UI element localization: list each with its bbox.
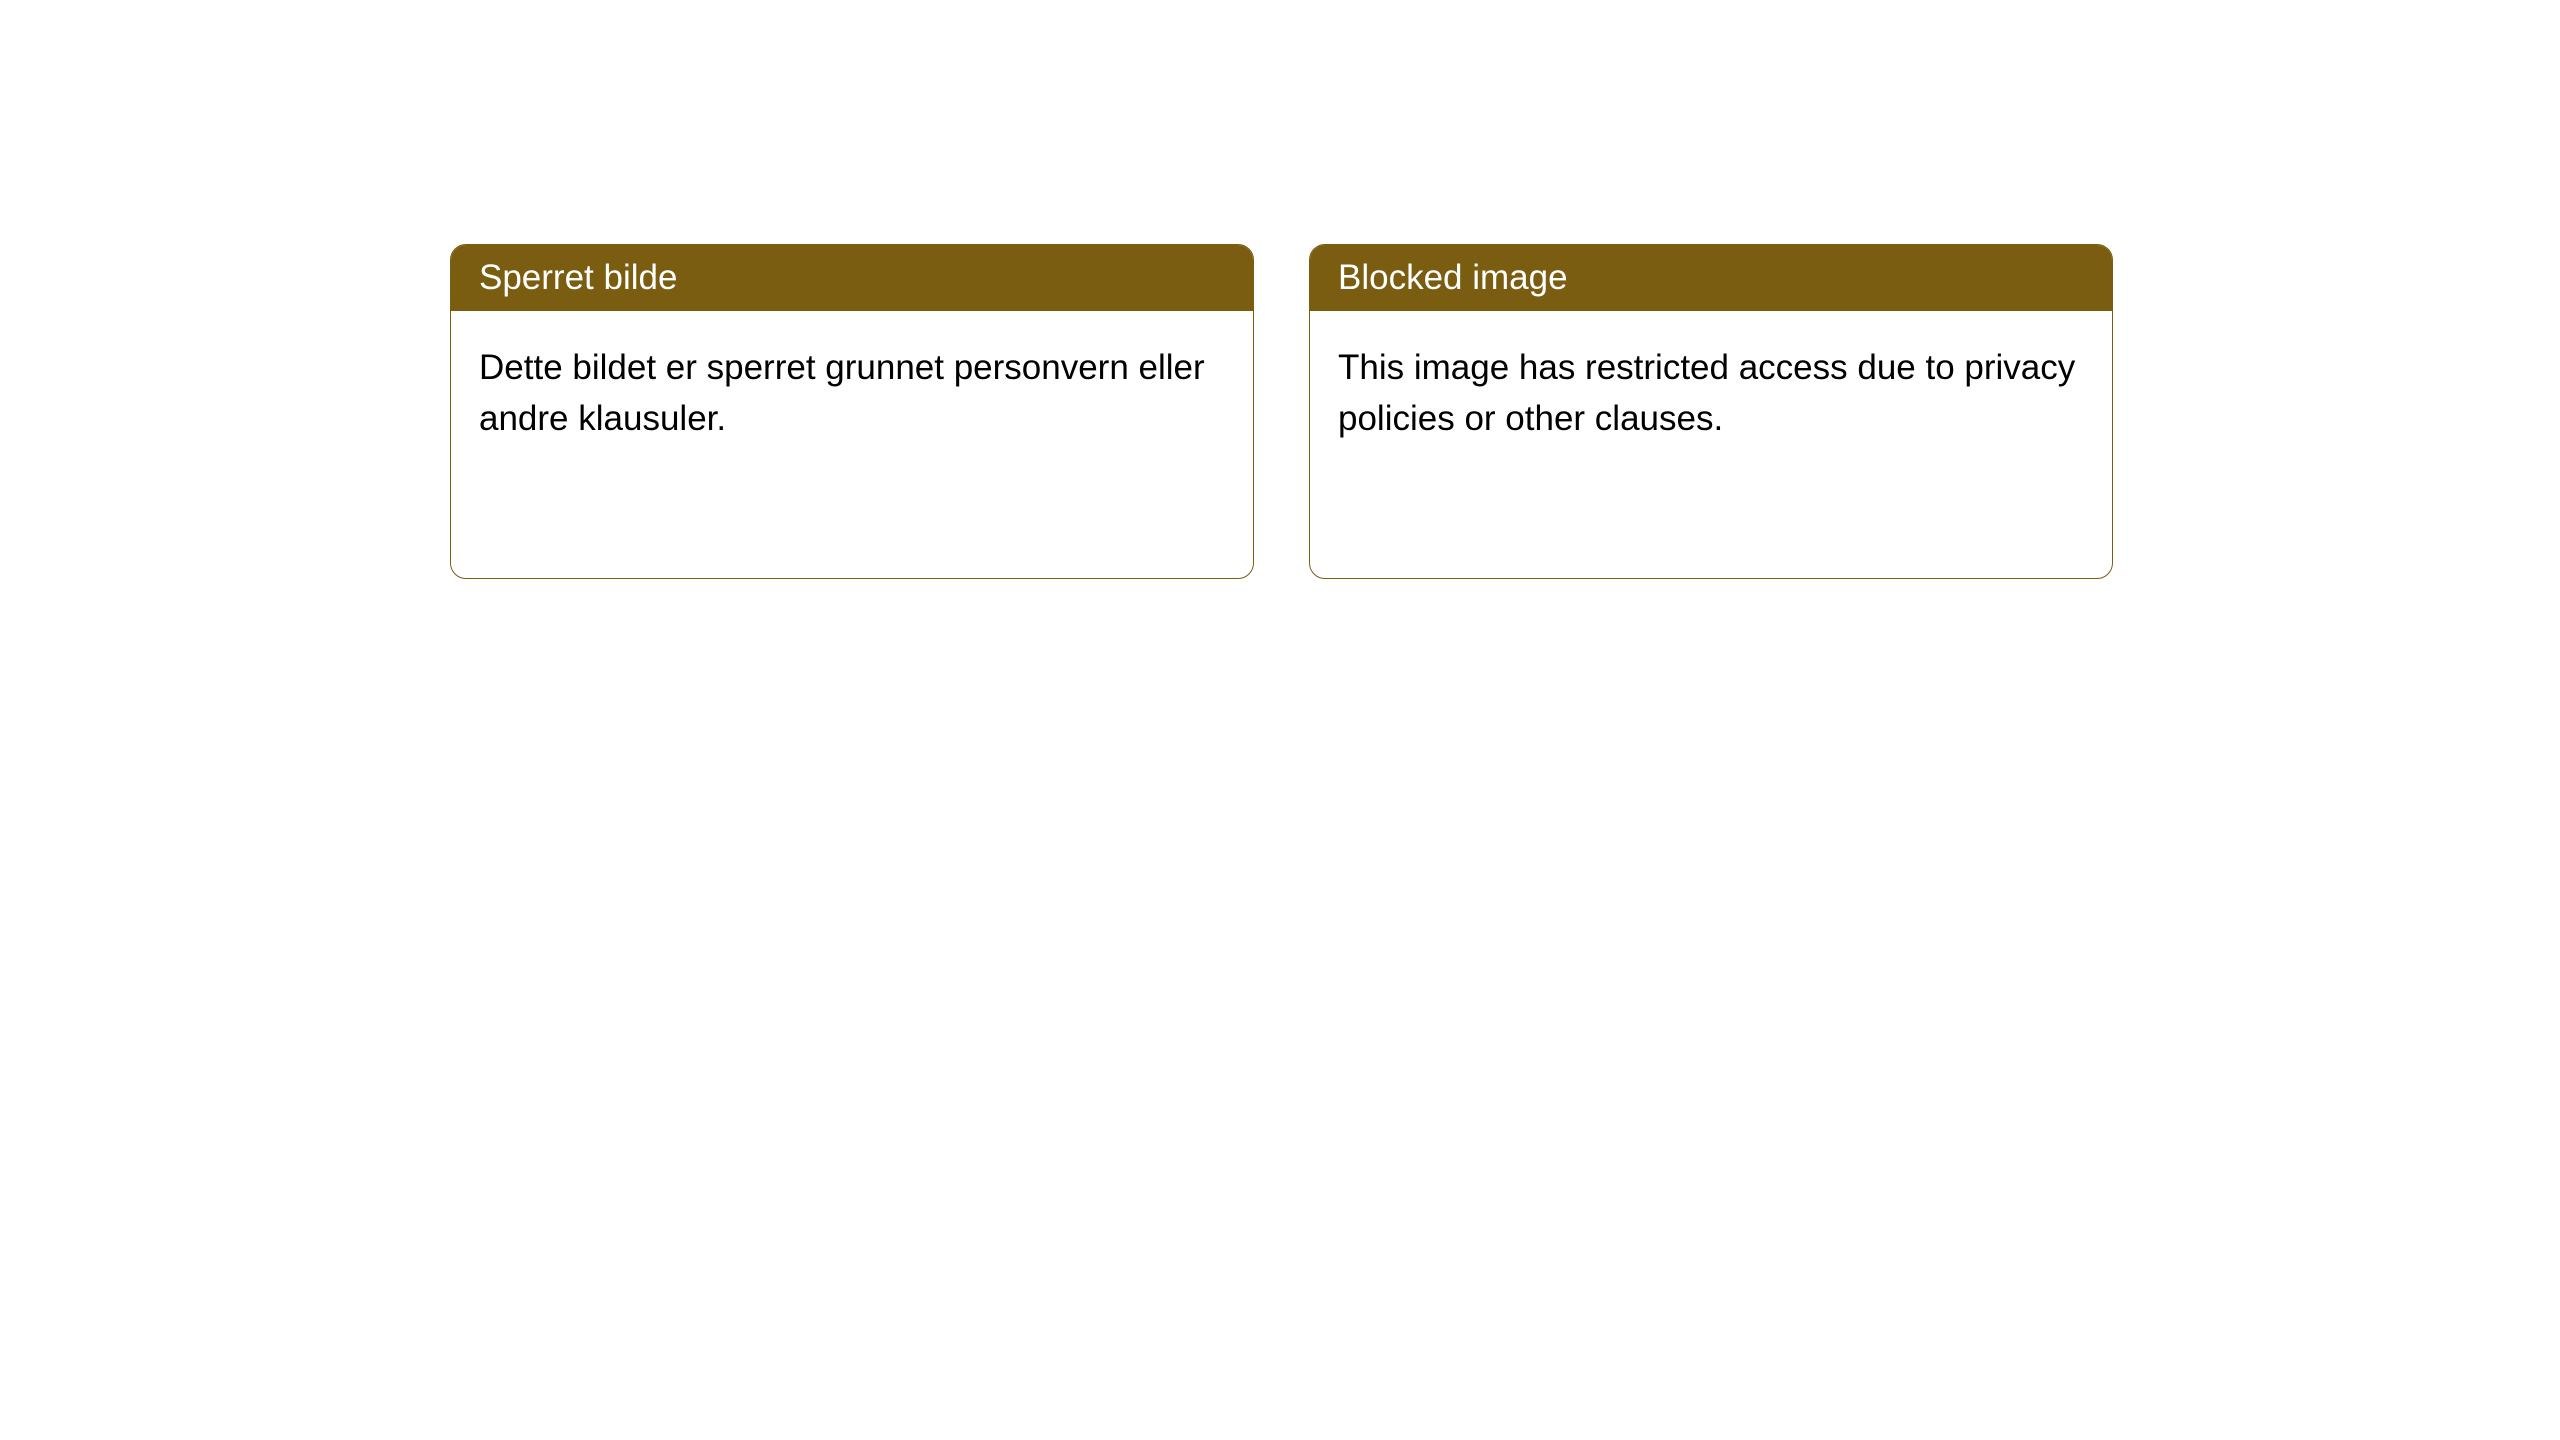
- notice-cards-container: Sperret bilde Dette bildet er sperret gr…: [450, 244, 2113, 579]
- card-header-text: Blocked image: [1338, 258, 1568, 297]
- card-body-text: Dette bildet er sperret grunnet personve…: [479, 348, 1205, 438]
- card-body: Dette bildet er sperret grunnet personve…: [451, 311, 1253, 477]
- card-body-text: This image has restricted access due to …: [1338, 348, 2075, 438]
- notice-card-norwegian: Sperret bilde Dette bildet er sperret gr…: [450, 244, 1254, 579]
- card-body: This image has restricted access due to …: [1310, 311, 2112, 477]
- card-header: Blocked image: [1310, 245, 2112, 311]
- card-header: Sperret bilde: [451, 245, 1253, 311]
- card-header-text: Sperret bilde: [479, 258, 677, 297]
- notice-card-english: Blocked image This image has restricted …: [1309, 244, 2113, 579]
